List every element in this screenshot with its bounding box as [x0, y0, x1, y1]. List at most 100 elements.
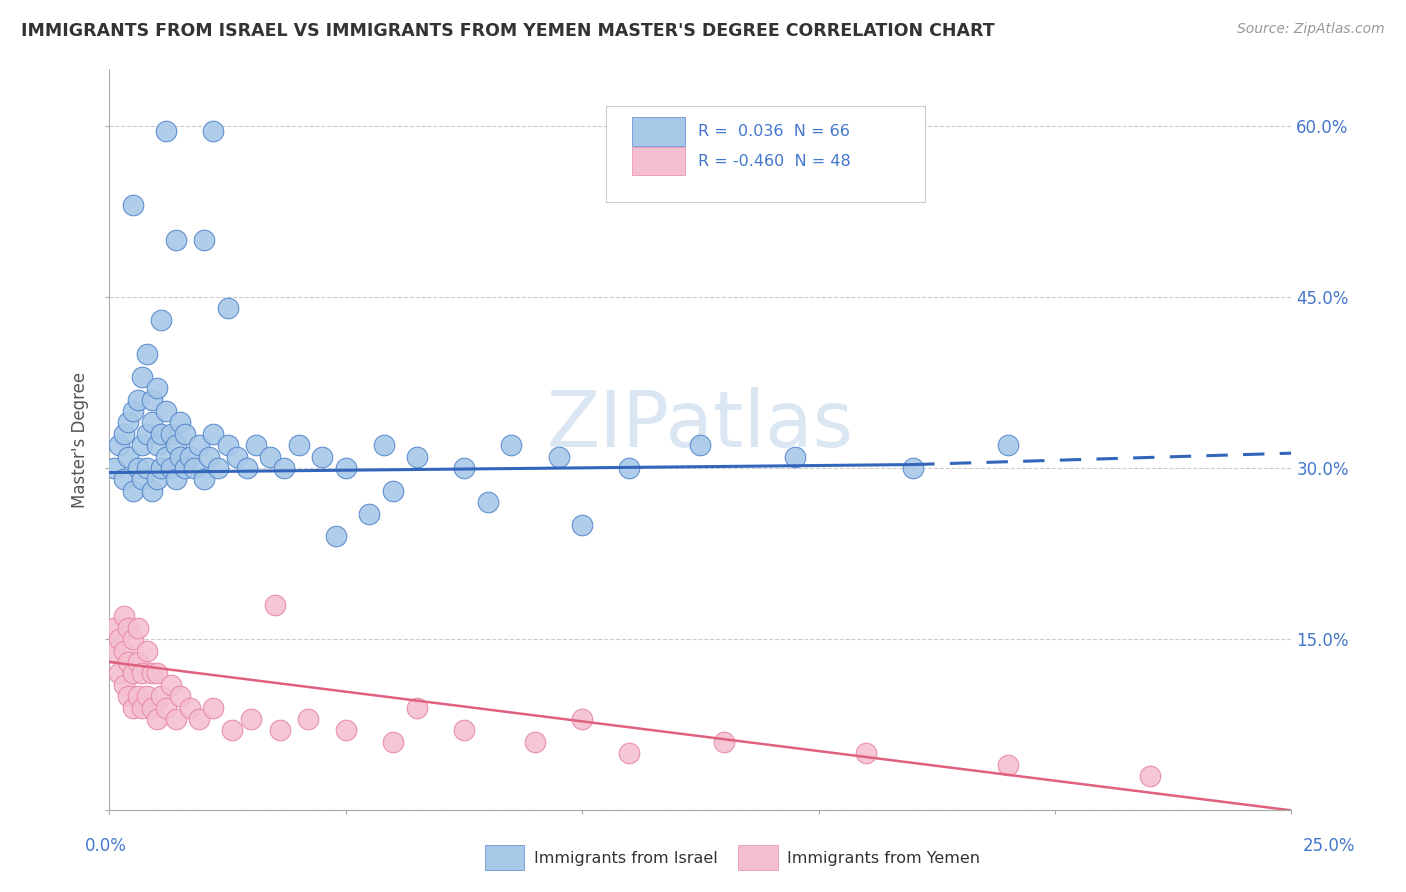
- Point: [713, 735, 735, 749]
- Point: [141, 666, 163, 681]
- Point: [160, 461, 183, 475]
- Point: [103, 461, 125, 475]
- Point: [165, 438, 187, 452]
- Point: [174, 426, 197, 441]
- Point: [382, 483, 405, 498]
- Point: [136, 690, 159, 704]
- Point: [359, 507, 381, 521]
- Point: [117, 450, 139, 464]
- Point: [127, 461, 149, 475]
- Point: [901, 461, 924, 475]
- Text: R =  0.036  N = 66: R = 0.036 N = 66: [697, 124, 851, 139]
- Point: [131, 700, 153, 714]
- Text: ZIPatlas: ZIPatlas: [547, 386, 853, 463]
- Point: [197, 450, 219, 464]
- Point: [155, 124, 177, 138]
- Point: [523, 735, 546, 749]
- Point: [193, 472, 215, 486]
- Point: [174, 461, 197, 475]
- Point: [382, 735, 405, 749]
- Point: [453, 461, 475, 475]
- Point: [405, 450, 427, 464]
- Point: [783, 450, 806, 464]
- Point: [188, 712, 211, 726]
- Point: [263, 598, 285, 612]
- Point: [150, 312, 173, 326]
- Point: [141, 700, 163, 714]
- Point: [202, 426, 225, 441]
- Point: [145, 666, 167, 681]
- Point: [155, 404, 177, 418]
- Point: [193, 233, 215, 247]
- Point: [997, 438, 1019, 452]
- Point: [112, 426, 135, 441]
- Point: [122, 632, 145, 647]
- Point: [335, 723, 357, 738]
- Point: [273, 461, 295, 475]
- Point: [112, 678, 135, 692]
- Point: [112, 609, 135, 624]
- Point: [169, 415, 191, 429]
- Point: [122, 404, 145, 418]
- Point: [179, 450, 201, 464]
- Point: [136, 643, 159, 657]
- Point: [131, 472, 153, 486]
- Point: [259, 450, 281, 464]
- Point: [997, 757, 1019, 772]
- Point: [131, 369, 153, 384]
- Point: [325, 529, 347, 543]
- Point: [117, 655, 139, 669]
- Point: [1139, 769, 1161, 783]
- Text: Source: ZipAtlas.com: Source: ZipAtlas.com: [1237, 22, 1385, 37]
- Point: [453, 723, 475, 738]
- Point: [240, 712, 263, 726]
- Point: [150, 461, 173, 475]
- Point: [108, 666, 131, 681]
- Point: [131, 438, 153, 452]
- Point: [108, 438, 131, 452]
- Text: IMMIGRANTS FROM ISRAEL VS IMMIGRANTS FROM YEMEN MASTER'S DEGREE CORRELATION CHAR: IMMIGRANTS FROM ISRAEL VS IMMIGRANTS FRO…: [21, 22, 994, 40]
- Point: [287, 438, 309, 452]
- Point: [373, 438, 395, 452]
- Point: [571, 518, 593, 533]
- Point: [127, 690, 149, 704]
- Point: [217, 438, 239, 452]
- Point: [150, 426, 173, 441]
- Point: [619, 461, 641, 475]
- FancyBboxPatch shape: [631, 147, 685, 176]
- Point: [221, 723, 243, 738]
- Point: [117, 690, 139, 704]
- Point: [547, 450, 569, 464]
- Point: [136, 461, 159, 475]
- Point: [297, 712, 319, 726]
- FancyBboxPatch shape: [606, 105, 925, 202]
- Point: [169, 690, 191, 704]
- Point: [235, 461, 257, 475]
- Point: [217, 301, 239, 316]
- Point: [335, 461, 357, 475]
- Point: [127, 655, 149, 669]
- Point: [112, 643, 135, 657]
- Point: [202, 124, 225, 138]
- Text: R = -0.460  N = 48: R = -0.460 N = 48: [697, 153, 851, 169]
- Point: [501, 438, 523, 452]
- Text: 0.0%: 0.0%: [84, 837, 127, 855]
- Point: [165, 233, 187, 247]
- Point: [145, 381, 167, 395]
- Point: [136, 426, 159, 441]
- Point: [269, 723, 291, 738]
- Point: [179, 700, 201, 714]
- Point: [122, 198, 145, 212]
- Point: [165, 712, 187, 726]
- Point: [160, 426, 183, 441]
- Point: [202, 700, 225, 714]
- Point: [169, 450, 191, 464]
- Point: [226, 450, 249, 464]
- Point: [855, 747, 877, 761]
- Point: [117, 621, 139, 635]
- Point: [108, 632, 131, 647]
- Point: [103, 643, 125, 657]
- Text: 25.0%: 25.0%: [1302, 837, 1355, 855]
- Point: [122, 666, 145, 681]
- Point: [127, 392, 149, 407]
